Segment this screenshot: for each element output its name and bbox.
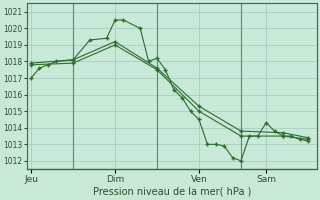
X-axis label: Pression niveau de la mer( hPa ): Pression niveau de la mer( hPa ): [92, 187, 251, 197]
